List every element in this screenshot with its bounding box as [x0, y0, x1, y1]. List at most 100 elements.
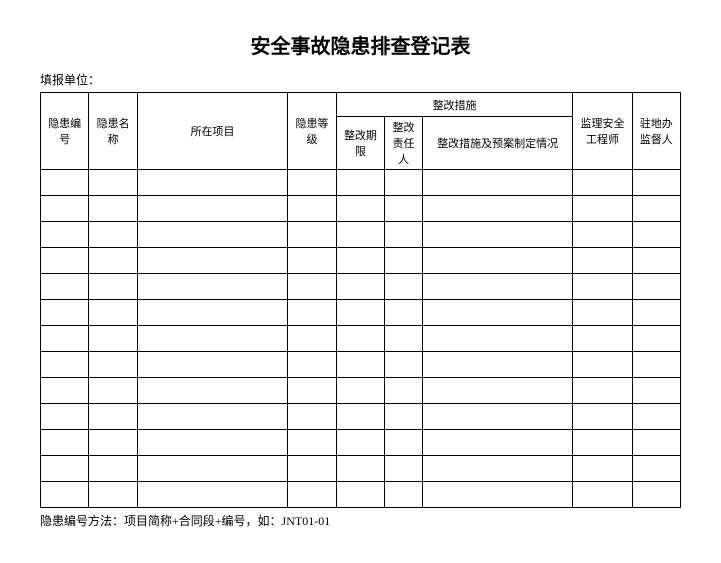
table-cell — [41, 196, 89, 222]
table-cell — [336, 274, 384, 300]
header-engineer: 监理安全工程师 — [573, 93, 632, 170]
table-cell — [137, 352, 288, 378]
table-cell — [422, 222, 573, 248]
table-cell — [385, 170, 423, 196]
table-cell — [385, 482, 423, 508]
table-row — [41, 274, 681, 300]
table-cell — [89, 430, 137, 456]
table-cell — [632, 196, 680, 222]
table-cell — [288, 456, 336, 482]
table-cell — [422, 378, 573, 404]
table-cell — [137, 430, 288, 456]
table-row — [41, 300, 681, 326]
table-cell — [89, 352, 137, 378]
table-cell — [137, 326, 288, 352]
table-row — [41, 430, 681, 456]
table-cell — [336, 170, 384, 196]
table-cell — [89, 482, 137, 508]
table-cell — [41, 456, 89, 482]
table-cell — [422, 300, 573, 326]
table-cell — [632, 222, 680, 248]
table-cell — [573, 274, 632, 300]
table-cell — [336, 404, 384, 430]
table-cell — [385, 352, 423, 378]
table-cell — [385, 274, 423, 300]
table-cell — [288, 352, 336, 378]
table-cell — [385, 248, 423, 274]
table-row — [41, 352, 681, 378]
table-cell — [632, 404, 680, 430]
table-cell — [288, 378, 336, 404]
table-cell — [288, 300, 336, 326]
table-row — [41, 378, 681, 404]
table-cell — [89, 274, 137, 300]
table-cell — [41, 482, 89, 508]
header-person: 整改责任人 — [385, 117, 423, 170]
table-cell — [288, 222, 336, 248]
table-cell — [573, 222, 632, 248]
table-row — [41, 482, 681, 508]
table-cell — [41, 300, 89, 326]
table-cell — [573, 430, 632, 456]
table-cell — [288, 430, 336, 456]
table-cell — [422, 352, 573, 378]
table-cell — [336, 248, 384, 274]
header-measure: 整改措施及预案制定情况 — [422, 117, 573, 170]
table-cell — [632, 300, 680, 326]
table-cell — [137, 274, 288, 300]
table-cell — [385, 456, 423, 482]
table-row — [41, 404, 681, 430]
table-cell — [573, 326, 632, 352]
header-row-1: 隐患编号 隐患名称 所在项目 隐患等级 整改措施 监理安全工程师 驻地办监督人 — [41, 93, 681, 117]
table-cell — [89, 170, 137, 196]
table-cell — [336, 222, 384, 248]
table-cell — [41, 326, 89, 352]
table-cell — [336, 300, 384, 326]
table-cell — [632, 248, 680, 274]
table-cell — [137, 456, 288, 482]
table-row — [41, 196, 681, 222]
table-cell — [385, 430, 423, 456]
table-cell — [137, 222, 288, 248]
table-cell — [137, 300, 288, 326]
table-cell — [89, 222, 137, 248]
table-row — [41, 326, 681, 352]
table-cell — [632, 170, 680, 196]
table-cell — [573, 404, 632, 430]
table-cell — [89, 456, 137, 482]
table-cell — [288, 170, 336, 196]
table-cell — [288, 248, 336, 274]
table-cell — [336, 378, 384, 404]
table-cell — [385, 326, 423, 352]
table-cell — [422, 196, 573, 222]
table-row — [41, 248, 681, 274]
table-cell — [422, 430, 573, 456]
table-cell — [385, 222, 423, 248]
table-cell — [336, 456, 384, 482]
table-cell — [336, 482, 384, 508]
table-cell — [336, 196, 384, 222]
table-cell — [573, 456, 632, 482]
header-period: 整改期限 — [336, 117, 384, 170]
table-cell — [573, 170, 632, 196]
table-cell — [89, 196, 137, 222]
table-cell — [632, 482, 680, 508]
table-cell — [385, 378, 423, 404]
table-cell — [137, 196, 288, 222]
header-measures-group: 整改措施 — [336, 93, 573, 117]
table-cell — [632, 274, 680, 300]
table-cell — [573, 300, 632, 326]
table-cell — [89, 248, 137, 274]
table-cell — [385, 196, 423, 222]
table-row — [41, 456, 681, 482]
table-cell — [573, 378, 632, 404]
table-cell — [573, 196, 632, 222]
page-title: 安全事故隐患排查登记表 — [40, 30, 681, 59]
table-cell — [573, 352, 632, 378]
registration-table: 隐患编号 隐患名称 所在项目 隐患等级 整改措施 监理安全工程师 驻地办监督人 … — [40, 92, 681, 508]
table-cell — [632, 456, 680, 482]
table-cell — [385, 300, 423, 326]
header-name: 隐患名称 — [89, 93, 137, 170]
table-cell — [288, 404, 336, 430]
table-cell — [288, 274, 336, 300]
